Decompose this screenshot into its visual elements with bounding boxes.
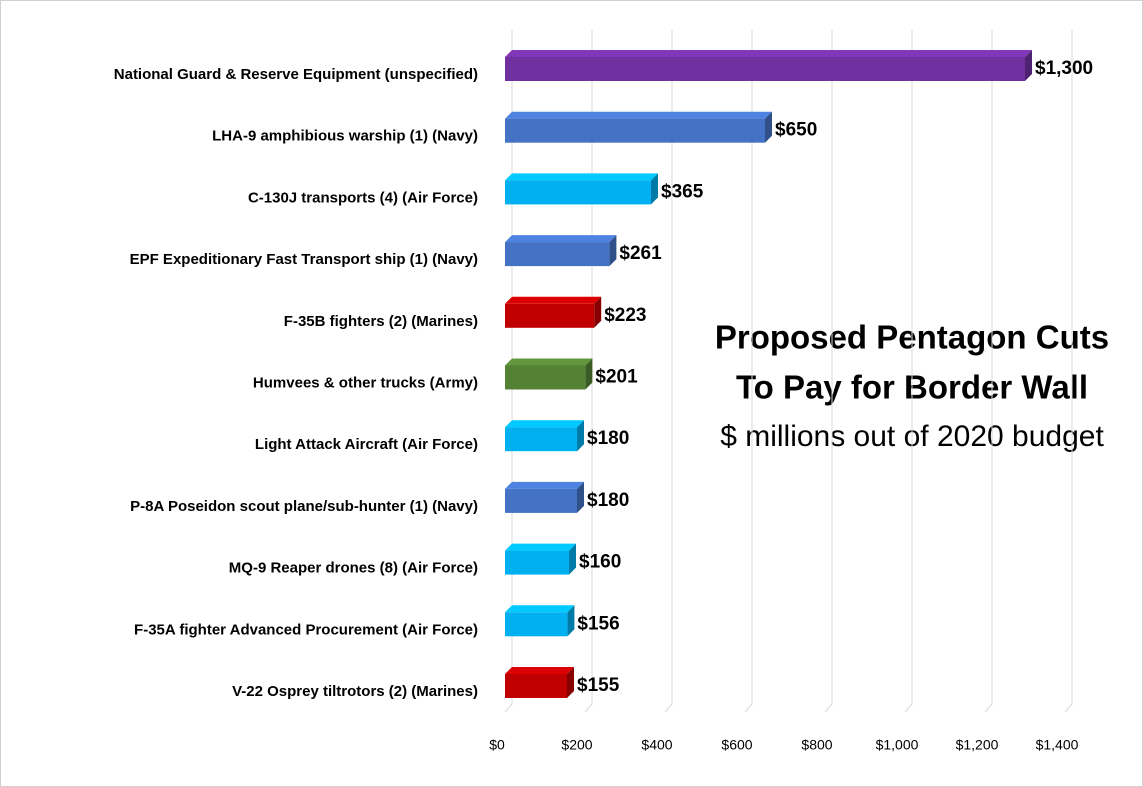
value-label: $650 bbox=[775, 120, 817, 141]
x-tick-label: $800 bbox=[801, 737, 832, 753]
value-label: $155 bbox=[577, 675, 620, 696]
x-tick-label: $0 bbox=[489, 737, 505, 753]
bar bbox=[505, 550, 569, 575]
value-label: $156 bbox=[577, 613, 619, 634]
value-label: $261 bbox=[619, 243, 662, 264]
bar-side bbox=[609, 235, 617, 267]
bar bbox=[505, 488, 577, 513]
bar-top bbox=[505, 420, 584, 428]
y-tick-label: Light Attack Aircraft (Air Force) bbox=[255, 436, 478, 453]
bar-side bbox=[585, 358, 593, 390]
bar-side bbox=[651, 173, 658, 205]
bar-side bbox=[569, 543, 576, 575]
bar-side bbox=[577, 420, 584, 452]
x-tick-label: $400 bbox=[641, 737, 672, 753]
bar-side bbox=[577, 481, 584, 513]
bar-top bbox=[505, 358, 593, 366]
grid-line bbox=[664, 30, 673, 713]
value-label: $1,300 bbox=[1035, 58, 1093, 79]
bar-top bbox=[505, 605, 575, 613]
bar-side bbox=[1025, 50, 1032, 81]
value-label: $223 bbox=[604, 305, 646, 326]
grid-line bbox=[744, 30, 753, 713]
y-tick-label: LHA-9 amphibious warship (1) (Navy) bbox=[212, 128, 478, 145]
bar-top bbox=[505, 50, 1032, 57]
bar-side bbox=[594, 296, 602, 328]
bar-top bbox=[505, 235, 617, 243]
bar-side bbox=[567, 605, 575, 637]
y-tick-label: Humvees & other trucks (Army) bbox=[253, 374, 478, 391]
value-label: $160 bbox=[579, 552, 621, 573]
grid-line bbox=[904, 30, 913, 713]
x-tick-label: $200 bbox=[561, 737, 592, 753]
grid-line bbox=[984, 30, 993, 713]
value-label: $180 bbox=[587, 428, 629, 449]
y-tick-label: MQ-9 Reaper drones (8) (Air Force) bbox=[229, 560, 478, 577]
bar bbox=[505, 612, 568, 637]
bar bbox=[505, 180, 651, 205]
bar-top bbox=[505, 111, 772, 119]
bar bbox=[505, 242, 610, 267]
bar-side bbox=[567, 667, 574, 698]
bar bbox=[505, 427, 577, 452]
y-tick-label: F-35B fighters (2) (Marines) bbox=[284, 313, 478, 330]
bar-top bbox=[505, 543, 576, 551]
y-tick-label: EPF Expeditionary Fast Transport ship (1… bbox=[130, 251, 478, 268]
x-tick-label: $1,200 bbox=[956, 737, 999, 753]
bar bbox=[505, 674, 567, 698]
bar bbox=[505, 303, 595, 328]
grid-line bbox=[1064, 30, 1073, 713]
y-tick-label: National Guard & Reserve Equipment (unsp… bbox=[114, 66, 478, 83]
x-tick-label: $600 bbox=[721, 737, 752, 753]
value-label: $180 bbox=[587, 490, 629, 511]
value-label: $201 bbox=[595, 367, 638, 388]
bar bbox=[505, 118, 765, 143]
bar-top bbox=[505, 173, 658, 181]
bar bbox=[505, 365, 586, 390]
y-tick-label: P-8A Poseidon scout plane/sub-hunter (1)… bbox=[130, 498, 478, 515]
y-tick-label: F-35A fighter Advanced Procurement (Air … bbox=[134, 621, 478, 638]
bar bbox=[505, 57, 1025, 81]
x-tick-label: $1,000 bbox=[876, 737, 919, 753]
bar-top bbox=[505, 296, 602, 304]
value-label: $365 bbox=[661, 181, 704, 202]
bar-top bbox=[505, 667, 574, 674]
grid-line bbox=[824, 30, 833, 713]
y-tick-label: V-22 Osprey tiltrotors (2) (Marines) bbox=[232, 683, 478, 700]
bar-side bbox=[765, 111, 772, 143]
bar-top bbox=[505, 481, 584, 489]
x-tick-label: $1,400 bbox=[1036, 737, 1079, 753]
y-tick-label: C-130J transports (4) (Air Force) bbox=[248, 189, 478, 206]
